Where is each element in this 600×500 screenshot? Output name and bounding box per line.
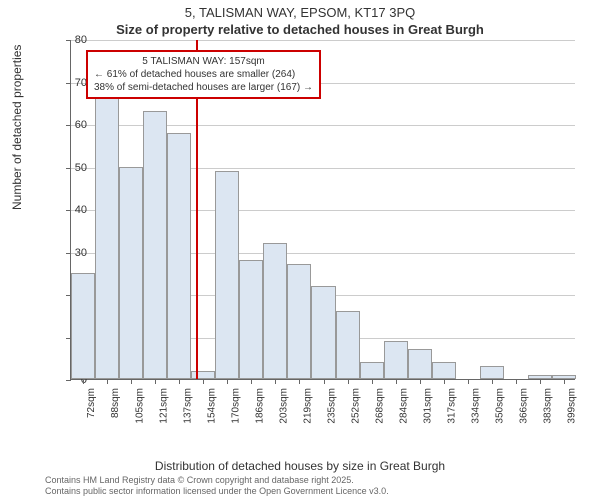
annotation-box: 5 TALISMAN WAY: 157sqm← 61% of detached … bbox=[86, 50, 321, 99]
x-tick-label: 219sqm bbox=[302, 388, 313, 424]
annotation-line1: 5 TALISMAN WAY: 157sqm bbox=[94, 55, 313, 68]
y-tick-label: 60 bbox=[62, 119, 87, 131]
histogram-bar bbox=[480, 366, 504, 379]
y-tick-label: 50 bbox=[62, 162, 87, 174]
footer-line2: Contains public sector information licen… bbox=[45, 486, 389, 497]
x-tick-label: 154sqm bbox=[206, 388, 217, 424]
chart-container: 0102030405060708072sqm88sqm105sqm121sqm1… bbox=[45, 40, 575, 410]
annotation-line3: 38% of semi-detached houses are larger (… bbox=[94, 81, 313, 94]
x-tick bbox=[203, 379, 204, 384]
y-tick-label: 70 bbox=[62, 77, 87, 89]
x-tick-label: 203sqm bbox=[278, 388, 289, 424]
x-tick-label: 72sqm bbox=[86, 388, 97, 418]
x-tick bbox=[540, 379, 541, 384]
histogram-bar bbox=[287, 264, 311, 379]
histogram-bar bbox=[191, 371, 215, 380]
histogram-bar bbox=[408, 349, 432, 379]
x-tick bbox=[131, 379, 132, 384]
x-tick bbox=[251, 379, 252, 384]
x-tick-label: 252sqm bbox=[351, 388, 362, 424]
x-tick bbox=[179, 379, 180, 384]
x-tick bbox=[372, 379, 373, 384]
x-tick-label: 105sqm bbox=[134, 388, 145, 424]
x-tick-label: 137sqm bbox=[182, 388, 193, 424]
x-tick bbox=[107, 379, 108, 384]
grid-line bbox=[71, 40, 575, 41]
chart-title-sub: Size of property relative to detached ho… bbox=[0, 22, 600, 37]
x-tick bbox=[275, 379, 276, 384]
histogram-bar bbox=[95, 94, 119, 379]
annotation-line2: ← 61% of detached houses are smaller (26… bbox=[94, 68, 313, 81]
histogram-bar bbox=[239, 260, 263, 379]
histogram-bar bbox=[360, 362, 384, 379]
x-tick bbox=[564, 379, 565, 384]
histogram-bar bbox=[432, 362, 456, 379]
x-tick-label: 121sqm bbox=[158, 388, 169, 424]
x-tick-label: 334sqm bbox=[471, 388, 482, 424]
x-tick-label: 366sqm bbox=[519, 388, 530, 424]
x-tick bbox=[348, 379, 349, 384]
footer-line1: Contains HM Land Registry data © Crown c… bbox=[45, 475, 389, 486]
x-tick bbox=[420, 379, 421, 384]
histogram-bar bbox=[167, 133, 191, 380]
histogram-bar bbox=[336, 311, 360, 379]
x-tick-label: 284sqm bbox=[399, 388, 410, 424]
histogram-bar bbox=[143, 111, 167, 379]
x-tick bbox=[83, 379, 84, 384]
histogram-bar bbox=[384, 341, 408, 379]
y-tick-label: 30 bbox=[62, 247, 87, 259]
y-tick-label: 80 bbox=[62, 34, 87, 46]
x-tick bbox=[227, 379, 228, 384]
y-axis-label: Number of detached properties bbox=[10, 45, 24, 210]
histogram-bar bbox=[215, 171, 239, 379]
y-tick-label: 40 bbox=[62, 204, 87, 216]
x-tick bbox=[444, 379, 445, 384]
x-tick-label: 317sqm bbox=[447, 388, 458, 424]
x-tick-label: 301sqm bbox=[423, 388, 434, 424]
x-tick-label: 350sqm bbox=[495, 388, 506, 424]
x-tick-label: 170sqm bbox=[230, 388, 241, 424]
x-axis-label: Distribution of detached houses by size … bbox=[0, 459, 600, 473]
x-tick-label: 235sqm bbox=[327, 388, 338, 424]
x-tick-label: 268sqm bbox=[375, 388, 386, 424]
x-tick-label: 383sqm bbox=[543, 388, 554, 424]
x-tick bbox=[492, 379, 493, 384]
plot-area: 0102030405060708072sqm88sqm105sqm121sqm1… bbox=[70, 40, 575, 380]
x-tick bbox=[468, 379, 469, 384]
x-tick-label: 399sqm bbox=[567, 388, 578, 424]
x-tick-label: 88sqm bbox=[110, 388, 121, 418]
x-tick bbox=[516, 379, 517, 384]
histogram-bar bbox=[263, 243, 287, 379]
x-tick bbox=[155, 379, 156, 384]
footer-attribution: Contains HM Land Registry data © Crown c… bbox=[45, 475, 389, 497]
histogram-bar bbox=[119, 167, 143, 380]
x-tick bbox=[324, 379, 325, 384]
histogram-bar bbox=[311, 286, 335, 380]
histogram-bar bbox=[71, 273, 95, 379]
chart-title-main: 5, TALISMAN WAY, EPSOM, KT17 3PQ bbox=[0, 5, 600, 20]
x-tick bbox=[299, 379, 300, 384]
x-tick bbox=[396, 379, 397, 384]
x-tick-label: 186sqm bbox=[254, 388, 265, 424]
